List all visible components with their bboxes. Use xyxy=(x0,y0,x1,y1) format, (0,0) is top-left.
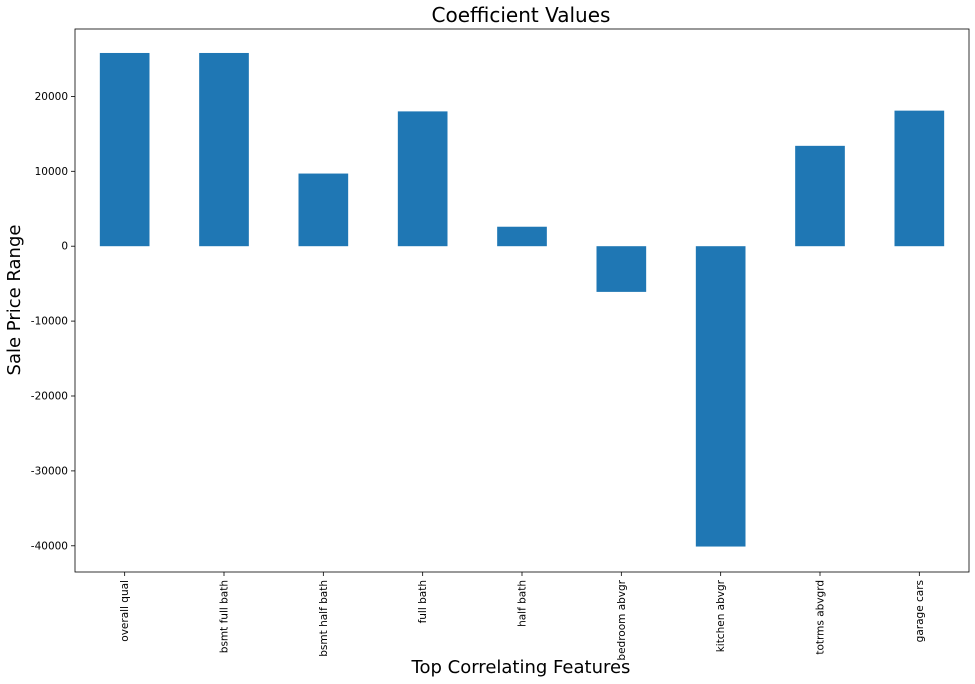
x-tick-label: totrms abvgrd xyxy=(815,580,827,655)
x-tick-label: full bath xyxy=(417,580,429,623)
y-tick-label: 20000 xyxy=(35,91,68,103)
y-axis-label: Sale Price Range xyxy=(4,225,25,376)
x-axis-label: Top Correlating Features xyxy=(411,657,631,678)
bar-bedroom-abvgr xyxy=(596,246,647,292)
y-tick-label: -40000 xyxy=(31,540,68,552)
chart-title: Coefficient Values xyxy=(432,3,611,27)
x-tick-label: bedroom abvgr xyxy=(616,579,628,660)
y-tick-label: 0 xyxy=(61,241,68,253)
bar-garage-cars xyxy=(894,110,945,247)
plot-frame xyxy=(74,28,970,573)
x-tick-label: half bath xyxy=(517,580,529,627)
y-tick-label: -30000 xyxy=(31,465,68,477)
x-tick-label: overall qual xyxy=(119,580,131,642)
y-tick-label: -20000 xyxy=(31,390,68,402)
x-tick-label: kitchen abvgr xyxy=(715,579,727,652)
bar-bsmt-full-bath xyxy=(199,52,249,247)
bar-kitchen-abvgr xyxy=(695,246,746,547)
bar-overall-qual xyxy=(99,52,150,247)
bar-half-bath xyxy=(497,226,547,247)
bar-full-bath xyxy=(397,111,448,247)
x-tick-label: bsmt half bath xyxy=(318,580,330,657)
y-tick-label: -10000 xyxy=(31,316,68,328)
x-tick-label: bsmt full bath xyxy=(219,580,231,653)
x-tick-label: garage cars xyxy=(914,580,926,642)
bar-bsmt-half-bath xyxy=(298,173,349,247)
plot-area: overall qual bsmt full bath bsmt half bath… xyxy=(31,28,970,661)
bar-totrms-abvgrd xyxy=(795,145,845,247)
y-tick-label: 10000 xyxy=(35,166,68,178)
